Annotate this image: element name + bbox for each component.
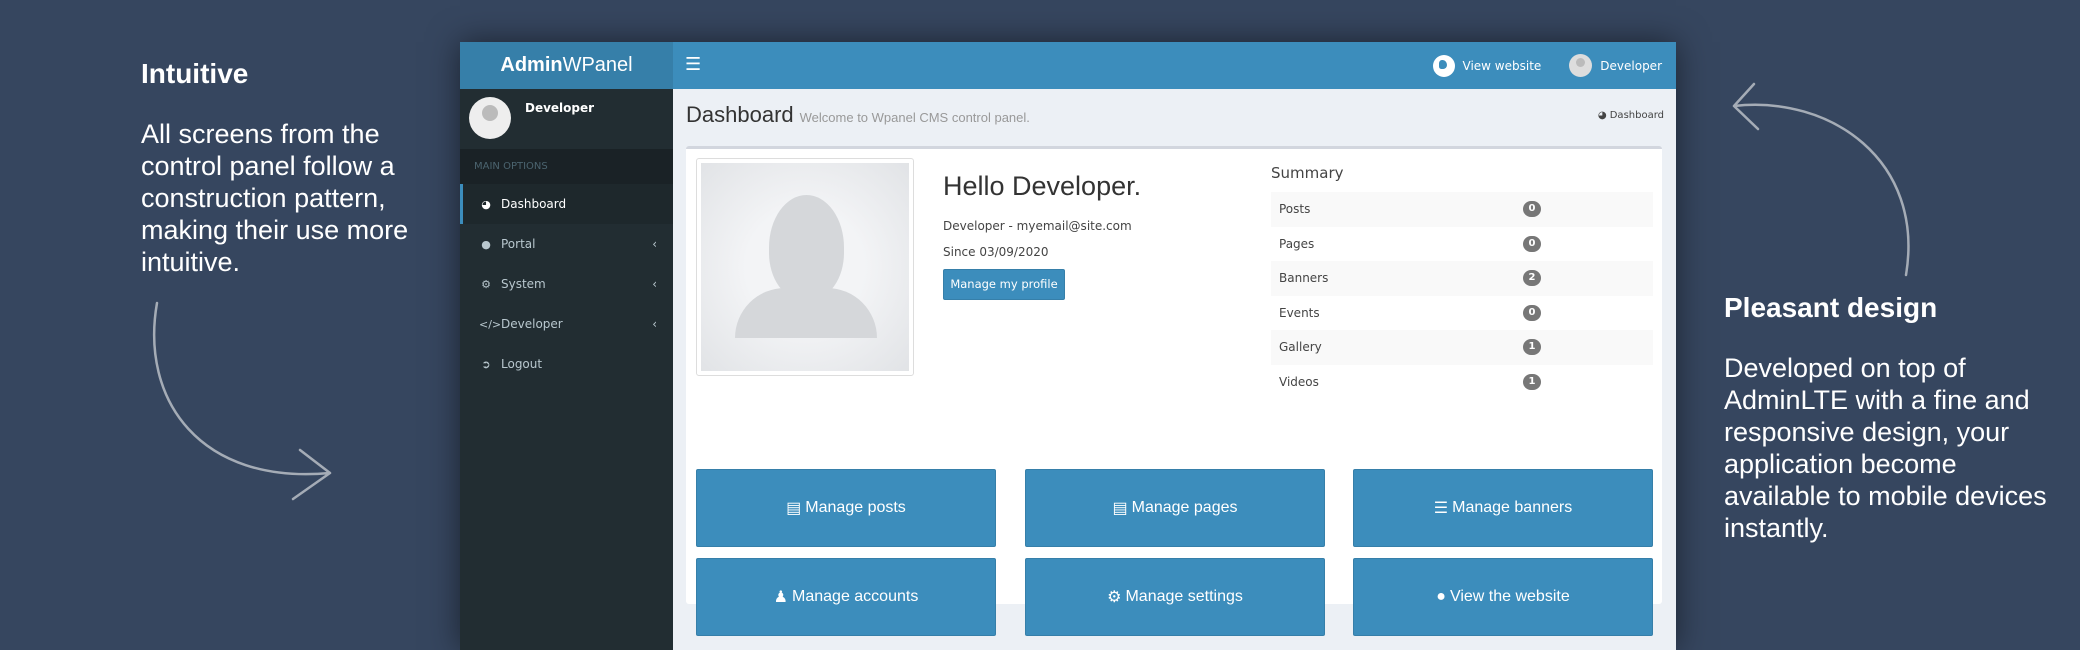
manage-pages-button[interactable]: ▤ Manage pages — [1025, 469, 1325, 547]
summary-table: Posts 0 Pages 0 Banners 2 Events 0 Gallery 1 … — [1271, 192, 1653, 399]
manage-settings-button[interactable]: ⚙ Manage settings — [1025, 558, 1325, 636]
count-badge: 2 — [1523, 270, 1541, 287]
sidebar-item-logout[interactable]: ➲ Logout — [460, 344, 673, 384]
manage-profile-button[interactable]: Manage my profile — [943, 269, 1065, 300]
feature-intuitive: Intuitive All screens from the control p… — [141, 58, 431, 278]
summary-row: Posts 0 — [1271, 192, 1653, 227]
feature-pleasant-design: Pleasant design Developed on top of Admi… — [1724, 292, 2054, 544]
manage-banners-button[interactable]: ☰ Manage banners — [1353, 469, 1653, 547]
profile-photo — [696, 158, 914, 376]
summary-row: Events 0 — [1271, 296, 1653, 331]
admin-window: AdminWPanel ☰ View website Developer Dev… — [460, 42, 1676, 650]
chevron-left-icon: ‹ — [652, 317, 657, 331]
summary-row: Pages 0 — [1271, 227, 1653, 262]
summary: Summary Posts 0 Pages 0 Banners 2 Events 0 G… — [1271, 164, 1653, 399]
cogs-icon: ⚙ — [481, 277, 491, 291]
greeting: Hello Developer. — [943, 171, 1142, 201]
feature-title: Pleasant design — [1724, 292, 1938, 323]
user-name: Developer — [525, 101, 595, 115]
list-icon: ☰ — [1433, 500, 1449, 517]
breadcrumb[interactable]: ◕ Dashboard — [1598, 110, 1664, 121]
feature-title: Intuitive — [141, 58, 249, 89]
user-menu[interactable]: Developer — [1569, 54, 1662, 77]
code-icon: </> — [479, 317, 502, 331]
sidebar-item-label: Developer — [501, 317, 563, 331]
manage-posts-button[interactable]: ▤ Manage posts — [696, 469, 996, 547]
list-alt-icon: ▤ — [786, 500, 802, 517]
view-website-link[interactable]: View website — [1432, 54, 1542, 77]
summary-row: Gallery 1 — [1271, 330, 1653, 365]
dashboard-box: Hello Developer. Developer - myemail@sit… — [686, 146, 1662, 636]
chevron-left-icon: ‹ — [652, 277, 657, 291]
sidebar-item-portal[interactable]: ● Portal ‹ — [460, 224, 673, 264]
user-email: Developer - myemail@site.com — [943, 219, 1132, 233]
top-navbar: ☰ View website Developer — [673, 42, 1676, 89]
sign-out-icon: ➲ — [481, 357, 491, 371]
content-header: Dashboard Welcome to Wpanel CMS control p… — [686, 102, 1664, 132]
right-arrow-icon — [1732, 82, 1910, 277]
sidebar-item-developer[interactable]: </> Developer ‹ — [460, 304, 673, 344]
app-logo[interactable]: AdminWPanel — [460, 42, 673, 89]
avatar — [469, 97, 511, 139]
summary-title: Summary — [1271, 164, 1344, 182]
sidebar-item-label: Portal — [501, 237, 536, 251]
feature-text: Developed on top of AdminLTE with a fine… — [1724, 353, 2047, 543]
avatar — [1569, 54, 1593, 77]
summary-row: Videos 1 — [1271, 365, 1653, 400]
sidebar-item-dashboard[interactable]: ◕ Dashboard — [460, 184, 673, 224]
sidebar: Developer MAIN OPTIONS ◕ Dashboard ● Porta… — [460, 89, 673, 650]
count-badge: 0 — [1523, 201, 1541, 218]
user-menu-label: Developer — [1600, 58, 1662, 73]
dashboard-icon: ◕ — [1597, 110, 1610, 121]
manage-accounts-button[interactable]: ♟ Manage accounts — [696, 558, 996, 636]
page-title: Dashboard Welcome to Wpanel CMS control p… — [686, 102, 1030, 127]
view-the-website-button[interactable]: ● View the website — [1353, 558, 1653, 636]
dashboard-icon: ◕ — [481, 197, 491, 211]
count-badge: 1 — [1523, 339, 1541, 356]
sidebar-item-system[interactable]: ⚙ System ‹ — [460, 264, 673, 304]
breadcrumb-item: Dashboard — [1609, 110, 1664, 121]
user-icon: ♟ — [773, 589, 789, 606]
page-subtitle: Welcome to Wpanel CMS control panel. — [799, 110, 1030, 125]
sidebar-item-label: System — [501, 277, 546, 291]
count-badge: 1 — [1523, 373, 1541, 390]
sidebar-item-label: Logout — [501, 357, 543, 371]
globe-icon: ● — [1436, 588, 1446, 605]
list-alt-icon: ▤ — [1112, 500, 1128, 517]
hamburger-icon[interactable]: ☰ — [685, 54, 702, 75]
globe-icon — [1432, 54, 1455, 77]
summary-row: Banners 2 — [1271, 261, 1653, 296]
count-badge: 0 — [1523, 304, 1541, 321]
left-arrow-icon — [152, 301, 332, 501]
member-since: Since 03/09/2020 — [943, 245, 1049, 259]
chevron-left-icon: ‹ — [652, 237, 657, 251]
sidebar-item-label: Dashboard — [501, 197, 567, 211]
sidebar-header: MAIN OPTIONS — [460, 149, 673, 184]
cog-icon: ⚙ — [1107, 589, 1122, 606]
view-website-label: View website — [1462, 58, 1542, 73]
globe-icon: ● — [481, 237, 491, 251]
user-panel: Developer — [460, 89, 673, 149]
count-badge: 0 — [1523, 235, 1541, 252]
feature-text: All screens from the control panel follo… — [141, 119, 409, 277]
